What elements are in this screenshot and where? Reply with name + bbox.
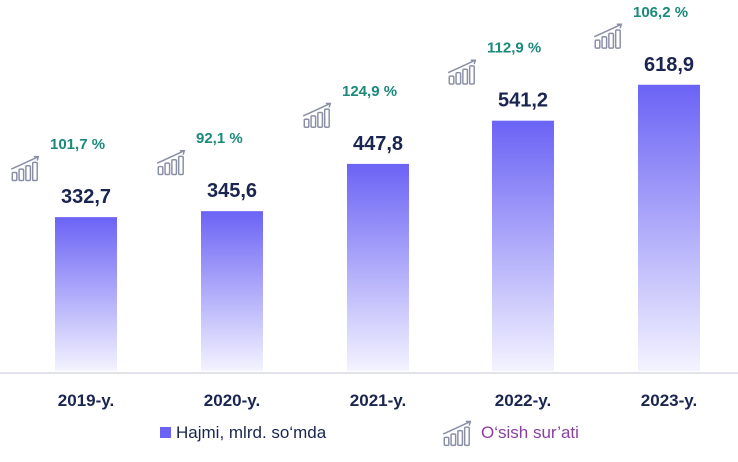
- bar-0: [55, 217, 117, 371]
- bar-4: [638, 84, 700, 371]
- category-label-0: 2019-y.: [58, 391, 114, 410]
- bar-3: [492, 120, 554, 371]
- growth-rate-label-1: 92,1 %: [196, 130, 243, 147]
- bar-value-label-2: 447,8: [353, 133, 403, 155]
- bar-value-label-1: 345,6: [207, 180, 257, 202]
- bar-value-label-0: 332,7: [61, 186, 111, 208]
- growth-chart-icon-3: [447, 59, 477, 85]
- growth-rate-label-0: 101,7 %: [50, 136, 105, 153]
- growth-chart-icon-1: [156, 149, 186, 176]
- growth-chart-icon-4: [593, 23, 623, 49]
- bar-2: [347, 163, 409, 371]
- legend-label-volume: Hajmi, mlrd. so‘mda: [176, 423, 327, 442]
- legend-label-growth: O‘sish sur’ati: [481, 423, 579, 442]
- growth-rate-label-4: 106,2 %: [633, 4, 688, 21]
- legend-growth-chart-icon: [442, 420, 472, 447]
- bar-value-label-3: 541,2: [498, 90, 548, 112]
- category-label-4: 2023-y.: [641, 391, 697, 410]
- growth-chart-icon-0: [10, 155, 40, 182]
- legend-swatch-volume: [160, 427, 171, 438]
- growth-rate-label-3: 112,9 %: [487, 40, 541, 57]
- bar-1: [201, 211, 263, 371]
- bar-value-label-4: 618,9: [644, 54, 694, 76]
- growth-chart-icon-2: [302, 102, 332, 128]
- legend: Hajmi, mlrd. so‘mda O‘sish sur’ati: [160, 420, 579, 447]
- growth-rate-label-2: 124,9 %: [342, 83, 397, 100]
- category-label-3: 2022-y.: [495, 391, 551, 410]
- category-label-2: 2021-y.: [350, 391, 406, 410]
- category-label-1: 2020-y.: [204, 391, 260, 410]
